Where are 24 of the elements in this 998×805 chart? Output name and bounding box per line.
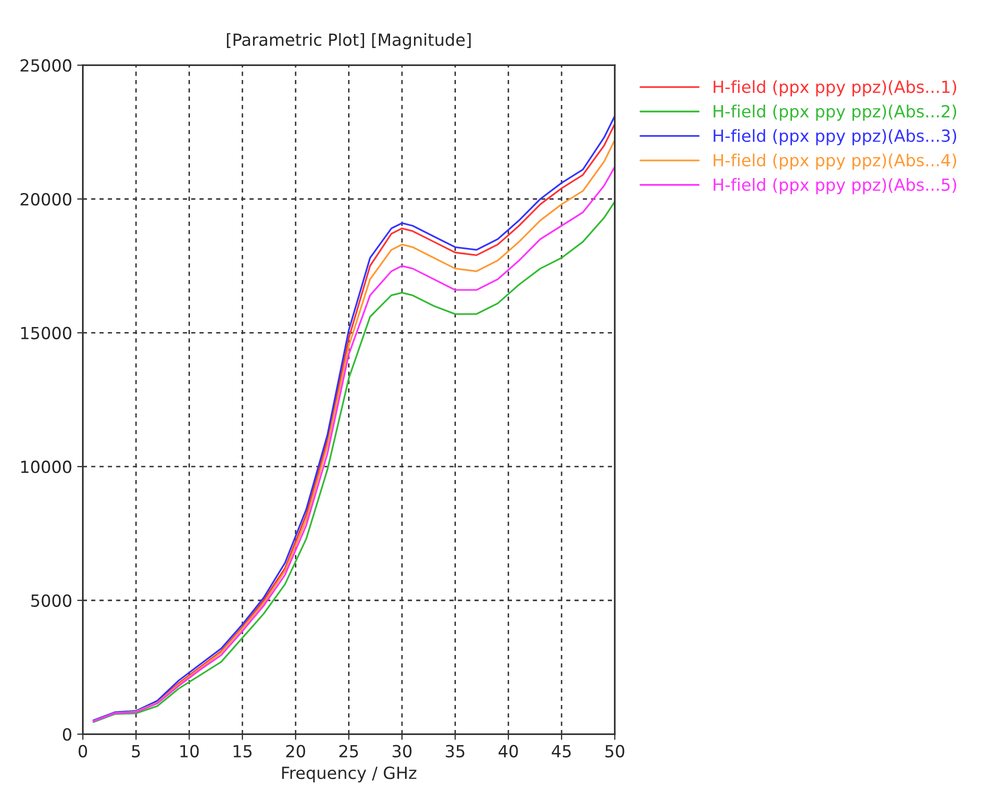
x-tick-label: 0 [78,744,88,758]
x-axis-title: Frequency / GHz [282,766,416,782]
y-tick-label: 15000 [21,326,72,340]
legend-label: H-field (ppx ppy ppz)(Abs...4) [714,154,956,170]
y-tick-label: 5000 [31,594,72,607]
x-tick-label: 35 [446,744,464,758]
x-tick-label: 30 [392,744,412,758]
y-tick-label: 0 [62,728,72,741]
chart-title: [Parametric Plot] [Magnitude] [226,33,471,50]
legend-label: H-field (ppx ppy ppz)(Abs...2) [714,104,956,121]
x-tick-label: 50 [605,744,624,758]
y-tick-label: 10000 [21,460,72,474]
y-tick-label: 20000 [20,192,72,206]
x-tick-label: 40 [498,744,518,758]
legend-label: H-field (ppx ppy ppz)(Abs...3) [714,129,956,146]
x-tick-label: 25 [339,744,358,758]
legend-label: H-field (ppx ppy ppz)(Abs...5) [714,178,956,194]
x-tick-label: 10 [180,744,199,758]
x-tick-label: 45 [552,745,571,758]
x-tick-label: 5 [132,745,140,758]
x-tick-label: 20 [286,744,306,758]
x-tick-label: 15 [234,745,252,758]
y-tick-label: 25000 [20,59,72,72]
legend-label: H-field (ppx ppy ppz)(Abs...1) [714,80,956,96]
